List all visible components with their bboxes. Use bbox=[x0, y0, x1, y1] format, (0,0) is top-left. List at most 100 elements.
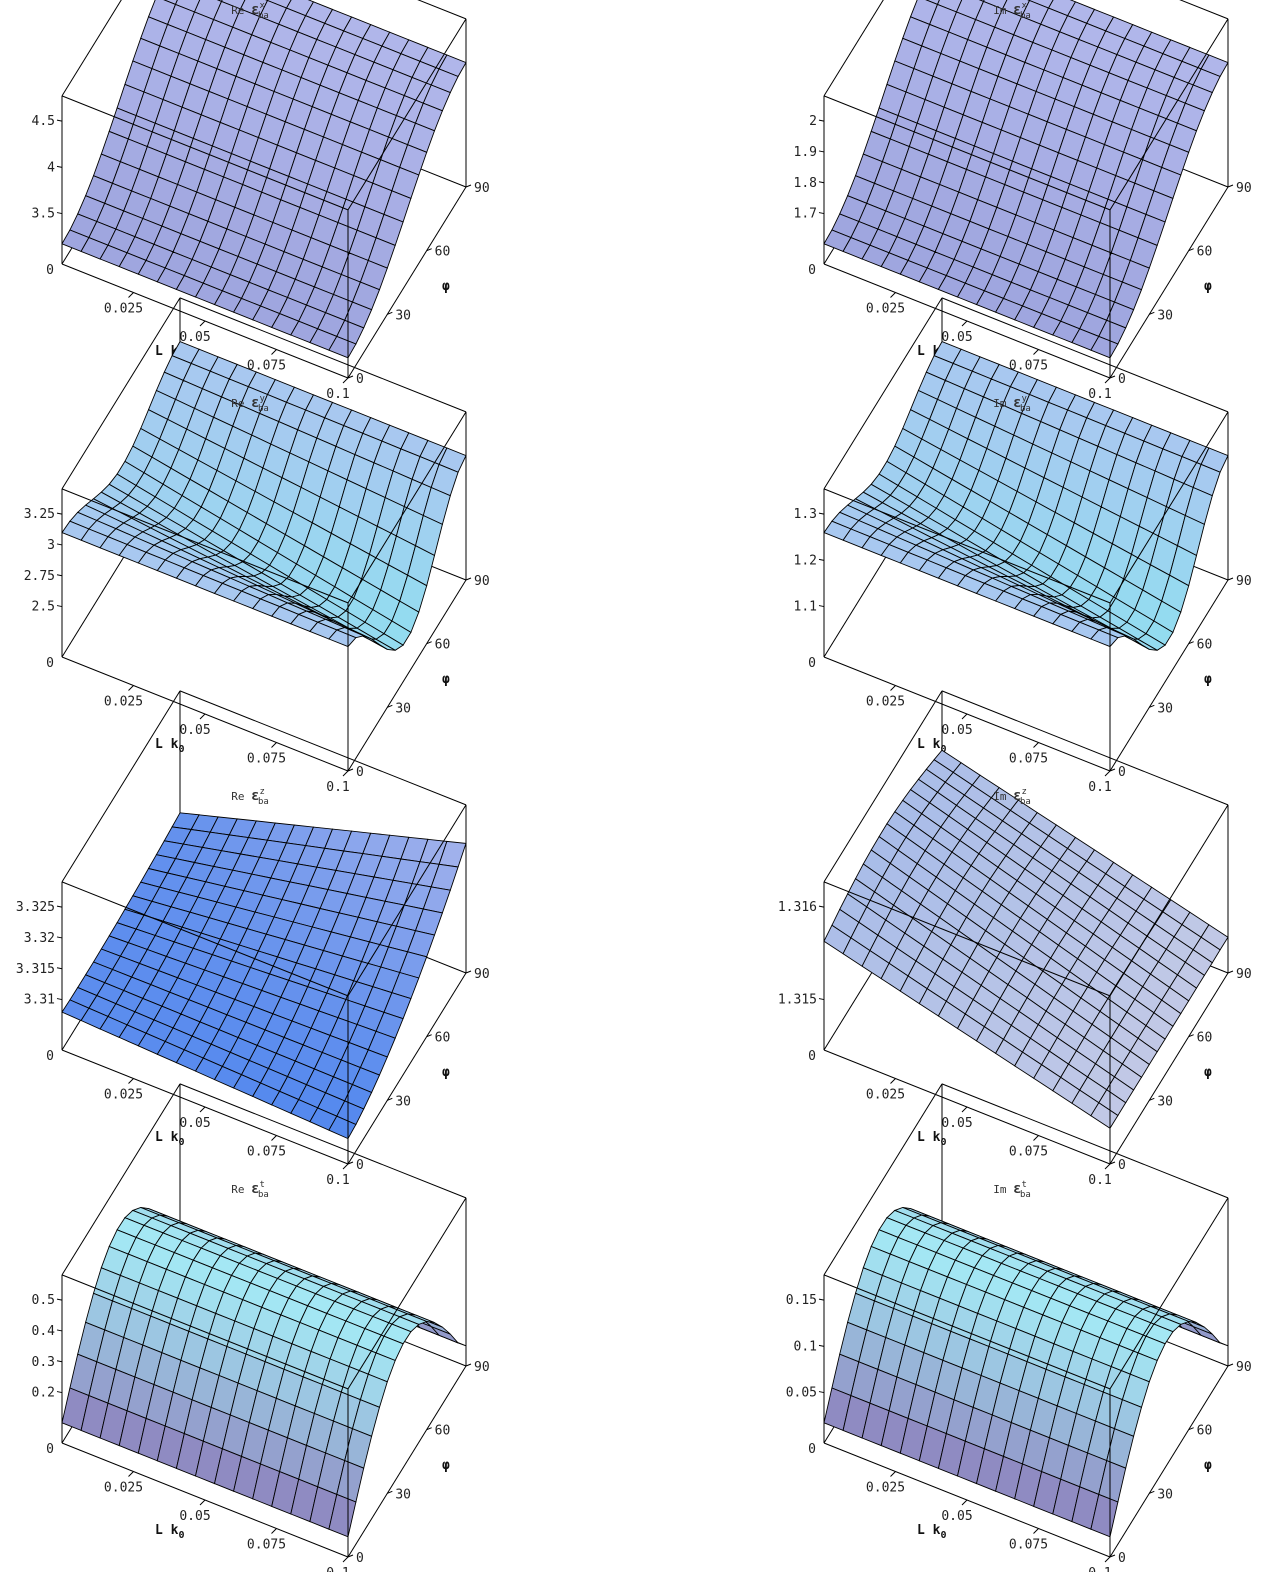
y-tick-mark bbox=[1109, 1161, 1116, 1165]
plot-title: Im εy ba bbox=[993, 394, 1031, 414]
z-tick-mark bbox=[56, 165, 63, 168]
y-tick-mark bbox=[347, 375, 354, 379]
title-prefix: Re bbox=[231, 397, 251, 410]
x-tick-label: 0 bbox=[808, 656, 816, 671]
x-axis-label: L k0 bbox=[155, 737, 185, 755]
y-tick-mark bbox=[1149, 1490, 1155, 1494]
title-symbol: ε bbox=[1013, 2, 1021, 18]
z-tick-mark bbox=[818, 558, 825, 561]
y-tick-label: 90 bbox=[1236, 1360, 1252, 1375]
y-tick-mark bbox=[1188, 1034, 1194, 1038]
bounding-box-edge bbox=[179, 297, 467, 413]
y-tick-label: 30 bbox=[395, 308, 411, 323]
title-prefix: Re bbox=[231, 1183, 251, 1196]
y-tick-mark bbox=[1109, 768, 1116, 772]
x-tick-mark bbox=[1033, 742, 1039, 748]
z-tick-label: 2.5 bbox=[32, 600, 55, 615]
plot-title: Re εt ba bbox=[231, 1180, 269, 1200]
x-tick-mark bbox=[1033, 349, 1039, 355]
z-tick-label: 3.25 bbox=[24, 507, 55, 522]
surface-facet bbox=[328, 335, 357, 359]
x-tick-label: 0 bbox=[808, 1049, 816, 1064]
x-tick-mark bbox=[271, 1135, 277, 1141]
x-tick-label: 0.1 bbox=[326, 780, 349, 795]
y-tick-mark bbox=[465, 970, 472, 974]
z-tick-label: 3.5 bbox=[32, 207, 55, 222]
y-tick-label: 0 bbox=[1118, 765, 1126, 780]
x-axis-label: L k0 bbox=[917, 737, 947, 755]
y-tick-label: 0 bbox=[1118, 372, 1126, 387]
z-tick-label: 3.31 bbox=[24, 993, 55, 1008]
bounding-box-edge bbox=[61, 297, 181, 490]
y-tick-mark bbox=[1188, 641, 1194, 645]
z-tick-mark bbox=[818, 512, 825, 515]
x-tick-mark bbox=[128, 1078, 134, 1084]
surface-facet bbox=[1090, 1102, 1119, 1129]
z-tick-label: 3.325 bbox=[16, 900, 55, 915]
x-tick-label: 0.075 bbox=[1009, 1145, 1048, 1160]
title-prefix: Im bbox=[993, 790, 1013, 803]
z-tick-mark bbox=[818, 150, 825, 153]
bounding-box-edge bbox=[1109, 972, 1229, 1165]
x-tick-label: 0.05 bbox=[941, 723, 972, 738]
x-tick-mark bbox=[961, 713, 968, 720]
x-tick-label: 0.025 bbox=[866, 302, 905, 317]
x-tick-mark bbox=[961, 1499, 968, 1506]
x-tick-label: 0.05 bbox=[941, 1509, 972, 1524]
x-tick-mark bbox=[342, 1163, 349, 1170]
z-tick-label: 2.75 bbox=[24, 569, 55, 584]
y-tick-label: 30 bbox=[395, 1094, 411, 1109]
title-superscript: x bbox=[260, 1, 266, 11]
x-tick-label: 0.075 bbox=[247, 1538, 286, 1553]
y-tick-label: 30 bbox=[1157, 701, 1173, 716]
bounding-box-edge bbox=[1109, 1365, 1229, 1558]
x-tick-label: 0.1 bbox=[1088, 387, 1111, 402]
bounding-box-edge bbox=[823, 1274, 1111, 1390]
x-tick-label: 0.075 bbox=[1009, 359, 1048, 374]
x-tick-mark bbox=[961, 320, 968, 327]
z-tick-mark bbox=[56, 1298, 63, 1301]
z-tick-label: 0.05 bbox=[786, 1386, 817, 1401]
y-tick-mark bbox=[465, 577, 472, 581]
title-prefix: Re bbox=[231, 4, 251, 17]
z-tick-mark bbox=[818, 119, 825, 122]
y-axis-label: φ bbox=[1204, 1458, 1212, 1473]
y-tick-mark bbox=[387, 1097, 393, 1101]
z-tick-mark bbox=[56, 967, 63, 970]
bounding-box-edge bbox=[823, 0, 884, 97]
x-tick-mark bbox=[271, 349, 277, 355]
z-tick-label: 0.15 bbox=[786, 1293, 817, 1308]
y-tick-mark bbox=[347, 1161, 354, 1165]
title-symbol: ε bbox=[251, 788, 259, 804]
x-tick-mark bbox=[890, 685, 896, 691]
bounding-box-edge bbox=[941, 297, 1229, 413]
y-tick-label: 60 bbox=[1197, 1031, 1213, 1046]
y-tick-label: 90 bbox=[1236, 181, 1252, 196]
z-tick-mark bbox=[818, 1344, 825, 1347]
plot-title: Im εz ba bbox=[993, 787, 1031, 807]
y-tick-label: 90 bbox=[474, 1360, 490, 1375]
y-axis-label: φ bbox=[442, 672, 450, 687]
z-tick-mark bbox=[56, 1391, 63, 1394]
z-tick-mark bbox=[56, 119, 63, 122]
bounding-box-edge bbox=[1109, 18, 1229, 211]
z-tick-mark bbox=[56, 512, 63, 515]
bounding-box-edge bbox=[61, 1274, 349, 1390]
x-axis-label: L k0 bbox=[917, 1130, 947, 1148]
x-tick-label: 0.05 bbox=[941, 1116, 972, 1131]
x-tick-label: 0.05 bbox=[941, 330, 972, 345]
z-tick-label: 0.4 bbox=[32, 1324, 56, 1339]
x-tick-label: 0.05 bbox=[179, 1116, 210, 1131]
y-tick-label: 0 bbox=[356, 372, 364, 387]
title-subscript: ba bbox=[258, 404, 269, 414]
title-prefix: Im bbox=[993, 1183, 1013, 1196]
plot-title: Re εx ba bbox=[231, 1, 269, 21]
x-tick-label: 0 bbox=[808, 1442, 816, 1457]
x-tick-label: 0.025 bbox=[866, 695, 905, 710]
title-superscript: x bbox=[1022, 1, 1028, 11]
x-tick-label: 0.075 bbox=[1009, 1538, 1048, 1553]
y-tick-label: 60 bbox=[435, 638, 451, 653]
title-subscript: ba bbox=[258, 11, 269, 21]
